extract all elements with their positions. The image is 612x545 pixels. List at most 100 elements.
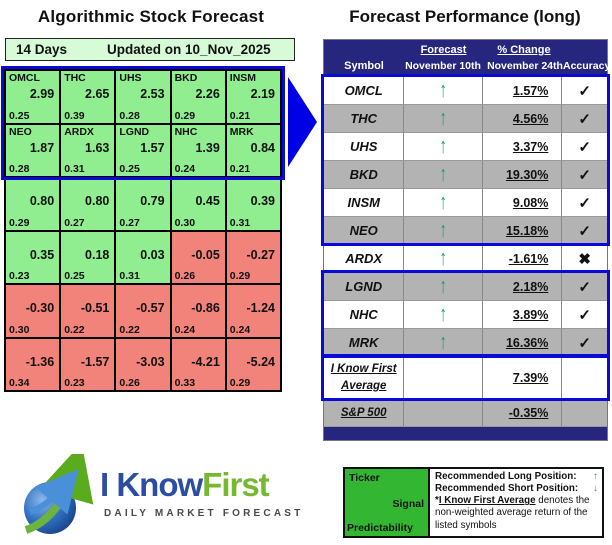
symbol-label: NEO [349, 223, 378, 238]
forecast-cell: -1.57 0.23 [60, 337, 116, 391]
perf-row-uhs: UHS ↑ 3.37% ✓ [324, 133, 607, 161]
globe-arrows-icon [24, 454, 94, 534]
up-arrow-icon: ↑ [439, 78, 447, 103]
forecast-cell: 0.03 0.31 [115, 230, 171, 284]
ticker-label: UHS [119, 72, 142, 84]
signal-heatmap-grid: OMCL 2.99 0.25 THC 2.65 0.39 UHS 2.53 0.28 BKD 2.2… [4, 69, 282, 392]
legend-box: Ticker Signal Predictability Recommended… [343, 467, 604, 538]
ticker-label: BKD [174, 72, 198, 84]
legend-cell-key: Ticker Signal Predictability [345, 469, 430, 536]
performance-table-header: Forecast % Change Symbol November 10th N… [324, 40, 610, 77]
forecast-direction-cell: ↑ [403, 217, 481, 244]
signal-value: 1.63 [85, 140, 110, 155]
forecast-direction-cell: ↑ [403, 105, 481, 132]
check-icon: ✓ [561, 189, 607, 216]
signal-value: -3.03 [136, 354, 165, 369]
up-arrow-icon: ↑ [439, 246, 447, 271]
header-forecast-date: November 10th [405, 60, 481, 72]
predictability-value: 0.25 [64, 270, 85, 282]
signal-value: -0.86 [191, 301, 220, 316]
signal-value: 0.45 [195, 194, 220, 209]
signal-value: -0.27 [246, 247, 276, 262]
forecast-cell-insm: INSM 2.19 0.21 [225, 70, 281, 124]
up-arrow-icon: ↑ [439, 302, 447, 327]
predictability-value: 0.22 [119, 323, 140, 336]
ticker-label: ARDX [64, 125, 94, 138]
predictability-value: 0.25 [119, 163, 140, 175]
up-arrow-icon: ↑ [439, 330, 447, 355]
ticker-label: OMCL [9, 72, 40, 84]
symbol-label: THC [350, 111, 378, 126]
sp500-forecast-cell [403, 400, 481, 426]
signal-value: -1.57 [80, 354, 110, 369]
perf-row-neo: NEO ↑ 15.18% ✓ [324, 217, 607, 245]
forecast-cell: -5.24 0.29 [225, 337, 281, 391]
iknowfirst-logo: I KnowFirst DAILY MARKET FORECAST [12, 452, 317, 540]
predictability-value: 0.34 [9, 377, 30, 389]
symbol-label: INSM [347, 195, 380, 210]
header-change-date: November 24th [487, 60, 563, 72]
perf-row-nhc: NHC ↑ 3.89% ✓ [324, 301, 607, 329]
up-arrow-icon: ↑ [439, 274, 447, 299]
predictability-value: 0.28 [9, 163, 30, 175]
forecast-direction-cell: ↑ [403, 77, 481, 104]
forecast-cell: 0.80 0.29 [5, 177, 61, 231]
left-panel-title: Algorithmic Stock Forecast [37, 7, 265, 26]
forecast-cell: 0.39 0.31 [225, 177, 281, 231]
forecast-cell: 0.45 0.30 [170, 177, 226, 231]
predictability-value: 0.21 [229, 109, 251, 122]
forecast-cell-uhs: UHS 2.53 0.28 [115, 70, 171, 124]
forecast-direction-cell: ↑ [403, 301, 481, 328]
legend-signal-label: Signal [392, 498, 424, 510]
forecast-cell: -3.03 0.26 [115, 337, 171, 391]
signal-value: 1.39 [195, 140, 220, 155]
forecast-cell: 0.18 0.25 [60, 230, 116, 284]
predictability-value: 0.29 [9, 216, 30, 229]
average-forecast-cell [403, 357, 481, 399]
signal-value: -1.36 [25, 354, 55, 369]
percent-change-value: 15.18% [481, 217, 562, 244]
forecast-cell: 0.35 0.23 [5, 230, 61, 284]
perf-row-insm: INSM ↑ 9.08% ✓ [324, 189, 607, 217]
percent-change-value: 9.08% [481, 189, 562, 216]
forecast-cell: -0.30 0.30 [5, 284, 61, 338]
perf-row-omcl: OMCL ↑ 1.57% ✓ [324, 77, 607, 105]
signal-value: 1.57 [140, 140, 165, 155]
symbol-label: BKD [349, 167, 378, 182]
check-icon: ✓ [561, 161, 607, 188]
percent-change-value: 3.37% [481, 133, 562, 160]
legend-short-label: Recommended Short Position: [435, 483, 579, 495]
forecast-cell-nhc: NHC 1.39 0.24 [170, 123, 226, 177]
forecast-cell-mrk: MRK 0.84 0.21 [225, 123, 281, 177]
forecast-cell: -0.57 0.22 [115, 284, 171, 338]
percent-change-value: 4.56% [481, 105, 562, 132]
forecast-cell-neo: NEO 1.87 0.28 [5, 123, 61, 177]
ticker-label: LGND [119, 125, 150, 138]
legend-notes: Recommended Long Position: ↑ Recommended… [430, 469, 602, 536]
average-label: I Know First Average [330, 363, 397, 392]
signal-value: -0.57 [136, 301, 165, 316]
predictability-value: 0.24 [174, 163, 196, 175]
forecast-direction-cell: ↑ [403, 189, 481, 216]
forecast-cell: 0.79 0.27 [115, 177, 171, 231]
signal-value: 0.35 [29, 247, 55, 262]
predictability-value: 0.28 [119, 109, 140, 122]
short-down-arrow-icon: ↓ [593, 483, 598, 495]
predictability-value: 0.23 [64, 377, 85, 389]
check-icon: ✓ [561, 301, 607, 328]
header-forecast: Forecast [420, 44, 467, 56]
check-icon: ✓ [561, 217, 607, 244]
forecast-direction-cell: ↑ [403, 245, 481, 272]
average-accuracy-cell [561, 357, 607, 399]
predictability-value: 0.25 [9, 109, 30, 122]
check-icon: ✓ [561, 77, 607, 104]
signal-value: 0.79 [140, 194, 165, 209]
percent-change-value: 1.57% [481, 77, 562, 104]
long-up-arrow-icon: ↑ [593, 471, 598, 482]
check-icon: ✓ [561, 133, 607, 160]
forecast-direction-cell: ↑ [403, 161, 481, 188]
up-arrow-icon: ↑ [439, 162, 447, 187]
symbol-label: NHC [349, 307, 378, 322]
ticker-label: THC [64, 72, 86, 84]
